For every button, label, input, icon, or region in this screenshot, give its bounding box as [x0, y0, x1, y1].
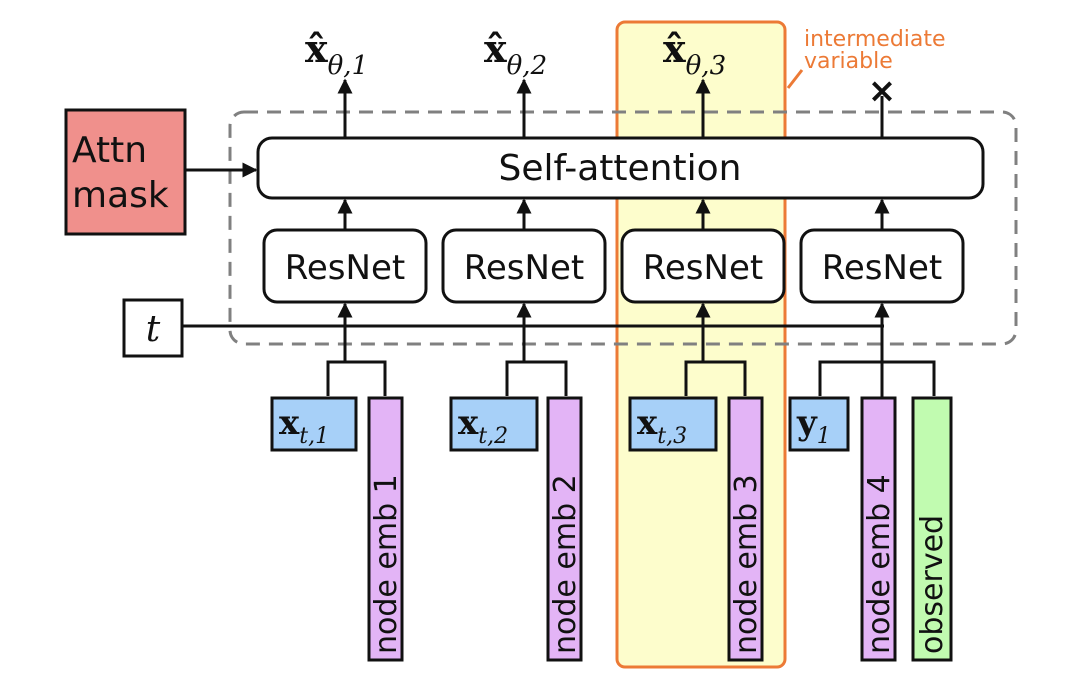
observed-label: observed	[915, 515, 950, 654]
merge-bracket-3	[684, 360, 747, 396]
time-box	[122, 298, 184, 358]
self-attention-block	[256, 136, 985, 200]
attn-mask-label-line1: Attn	[72, 130, 147, 171]
input-label-3: xt,3	[637, 403, 687, 449]
node-emb-label-3: node emb 3	[729, 474, 764, 654]
node-emb-label-4: node emb 4	[862, 474, 897, 654]
input-box-1	[270, 396, 358, 452]
merge-bracket-2	[505, 360, 568, 396]
merge-bracket-4	[818, 360, 936, 396]
resnet-label-2: ResNet	[464, 248, 584, 288]
input-box-3	[628, 396, 718, 452]
resnet-label-3: ResNet	[643, 248, 763, 288]
resnet-label-4: ResNet	[822, 248, 942, 288]
self-attention-label: Self-attention	[499, 148, 742, 189]
output-label-2: x̂θ,2	[484, 26, 547, 81]
node-emb-box-2	[546, 396, 583, 662]
time-label: t	[146, 309, 161, 350]
node-emb-box-1	[367, 396, 404, 662]
input-label-1: xt,1	[279, 403, 329, 449]
output-label-3: x̂θ,3	[663, 26, 726, 81]
highlight-label-leader	[786, 69, 804, 89]
merge-bracket-1	[326, 360, 387, 396]
attn-mask-label-line2: mask	[72, 175, 169, 216]
node-emb-box-4	[860, 396, 897, 662]
output-label-1: x̂θ,1	[305, 26, 368, 81]
attn-mask-box	[64, 108, 187, 236]
resnet-label-1: ResNet	[285, 248, 405, 288]
model-boundary	[228, 110, 1018, 346]
observed-box	[911, 396, 953, 662]
highlight-label-line1: intermediate	[804, 27, 946, 52]
input-label-2: xt,2	[458, 403, 508, 449]
input-box-2	[449, 396, 539, 452]
input-label-4: y1	[796, 403, 831, 449]
input-box-4	[788, 396, 850, 452]
node-emb-label-2: node emb 2	[548, 474, 583, 654]
node-emb-box-3	[727, 396, 764, 662]
node-emb-label-1: node emb 1	[369, 474, 404, 654]
unused-output-mark: ×	[868, 71, 897, 111]
highlight-label-line2: variable	[804, 49, 893, 74]
